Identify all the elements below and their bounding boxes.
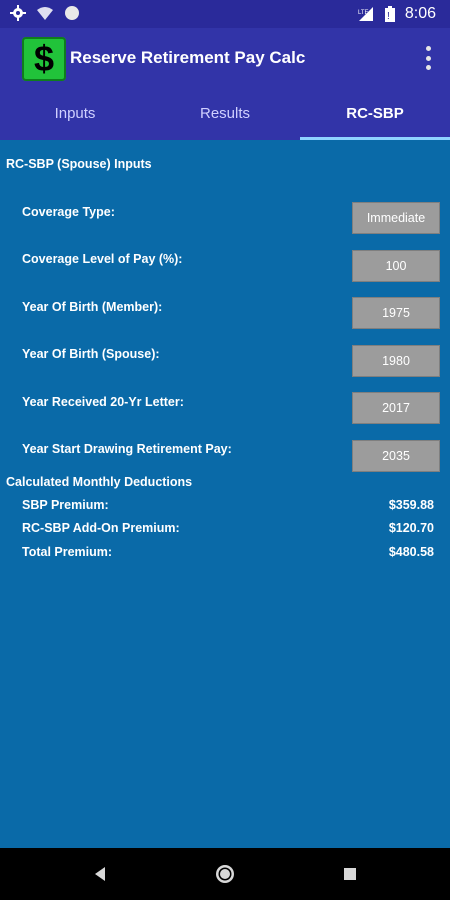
- letter-year-field[interactable]: 2017: [352, 392, 440, 424]
- status-time: 8:06: [404, 5, 436, 22]
- spouse-birth-year-label: Year Of Birth (Spouse):: [22, 347, 160, 361]
- tab-rc-sbp[interactable]: RC-SBP: [300, 88, 450, 140]
- coverage-level-field[interactable]: 100: [352, 250, 440, 282]
- start-drawing-year-field[interactable]: 2035: [352, 440, 440, 472]
- member-birth-year-label: Year Of Birth (Member):: [22, 300, 163, 314]
- spouse-birth-year-field[interactable]: 1980: [352, 345, 440, 377]
- sync-icon: [65, 6, 79, 20]
- coverage-level-label: Coverage Level of Pay (%):: [22, 252, 183, 266]
- status-bar: LTE ! 8:06: [0, 0, 450, 28]
- app-bar: $ Reserve Retirement Pay Calc: [0, 28, 450, 88]
- status-right-icons: LTE ! 8:06: [357, 5, 436, 23]
- recents-icon[interactable]: [338, 862, 362, 886]
- rc-sbp-addon-label: RC-SBP Add-On Premium:: [22, 521, 180, 535]
- wifi-icon: [37, 7, 53, 20]
- tab-inputs[interactable]: Inputs: [54, 105, 96, 122]
- total-premium-label: Total Premium:: [22, 545, 113, 559]
- letter-year-label: Year Received 20-Yr Letter:: [22, 395, 184, 409]
- total-premium-value: $480.58: [388, 545, 434, 559]
- svg-text:LTE: LTE: [358, 10, 369, 16]
- system-nav-bar: [0, 848, 450, 900]
- inputs-section-title: RC-SBP (Spouse) Inputs: [6, 157, 152, 171]
- app-title: Reserve Retirement Pay Calc: [70, 48, 306, 67]
- lte-icon: LTE: [358, 7, 373, 21]
- tab-results[interactable]: Results: [199, 105, 251, 122]
- battery-icon: !: [384, 6, 395, 22]
- rc-sbp-content: RC-SBP (Spouse) Inputs Coverage Type: Im…: [0, 140, 450, 848]
- coverage-type-label: Coverage Type:: [22, 205, 115, 219]
- rc-sbp-addon-value: $120.70: [388, 521, 434, 535]
- svg-text:!: !: [387, 11, 390, 22]
- back-icon[interactable]: [88, 862, 112, 886]
- dollar-logo-icon: $: [22, 37, 66, 81]
- home-icon[interactable]: [213, 862, 237, 886]
- start-drawing-year-label: Year Start Drawing Retirement Pay:: [22, 442, 232, 456]
- coverage-type-field[interactable]: Immediate: [352, 202, 440, 234]
- deductions-section-title: Calculated Monthly Deductions: [6, 475, 193, 489]
- member-birth-year-field[interactable]: 1975: [352, 297, 440, 329]
- sbp-premium-value: $359.88: [388, 498, 434, 512]
- settings-icon: [10, 5, 26, 21]
- tab-bar: Inputs Results RC-SBP: [0, 88, 450, 140]
- logo-symbol: $: [33, 38, 55, 79]
- overflow-menu-icon[interactable]: [426, 46, 432, 70]
- sbp-premium-label: SBP Premium:: [22, 498, 109, 512]
- status-left-icons: [10, 5, 80, 21]
